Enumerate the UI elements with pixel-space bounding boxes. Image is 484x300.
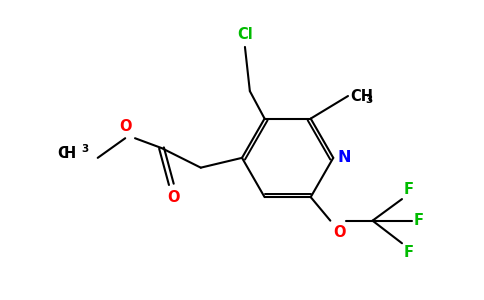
Text: F: F (404, 245, 414, 260)
Text: F: F (414, 213, 424, 228)
Text: Cl: Cl (237, 27, 253, 42)
Text: CH: CH (350, 88, 373, 104)
Text: 3: 3 (81, 144, 88, 154)
Text: H: H (64, 146, 76, 161)
Text: F: F (404, 182, 414, 197)
Text: N: N (337, 150, 351, 165)
Text: O: O (333, 225, 346, 240)
Text: O: O (120, 119, 132, 134)
Text: 3: 3 (366, 95, 373, 105)
Text: O: O (167, 190, 180, 205)
Text: C: C (58, 146, 68, 161)
